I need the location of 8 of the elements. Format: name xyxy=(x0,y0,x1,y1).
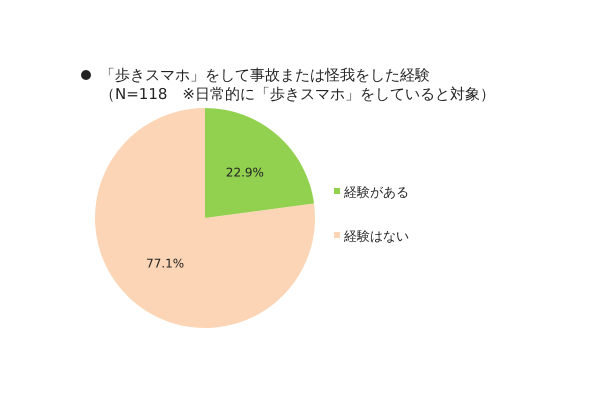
chart-subtitle: （N=118 ※日常的に「歩きスマホ」をしていると対象） xyxy=(100,85,495,103)
pie-slice xyxy=(205,108,314,218)
legend-label: 経験はない xyxy=(343,230,409,245)
legend-label: 経験がある xyxy=(343,186,409,201)
pie-slice xyxy=(95,108,315,328)
data-label: 77.1% xyxy=(146,256,184,271)
chart-title: 「歩きスマホ」をして事故または怪我をした経験 xyxy=(100,66,430,84)
data-label: 22.9% xyxy=(226,166,264,180)
